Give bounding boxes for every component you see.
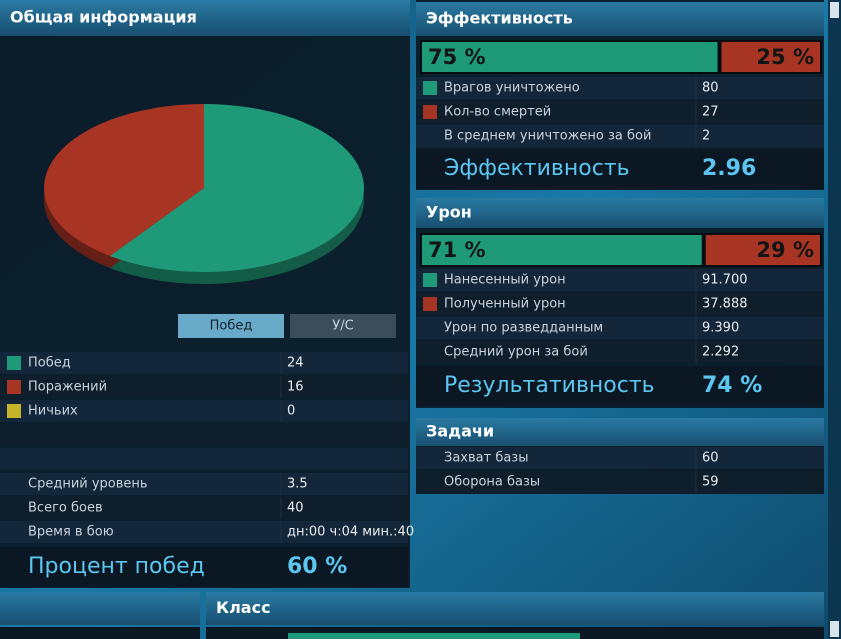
scrollbar[interactable] xyxy=(828,0,841,639)
row-value: 37.888 xyxy=(702,297,748,312)
panel-header xyxy=(0,0,410,36)
legend-swatch xyxy=(423,105,437,119)
panel-title: Класс xyxy=(216,598,271,617)
progress-strip xyxy=(288,633,580,639)
row-label: Побед xyxy=(28,356,71,371)
percent-bar xyxy=(422,235,702,265)
scroll-down[interactable] xyxy=(830,621,839,637)
pie-slice xyxy=(44,104,204,256)
panel-title: Урон xyxy=(426,203,472,222)
tab-label: У/С xyxy=(332,319,353,334)
panel-title: Задачи xyxy=(426,422,494,441)
row-label: Всего боев xyxy=(28,501,103,516)
summary-label: Эффективность xyxy=(444,156,630,181)
percent-label: 25 % xyxy=(756,45,814,69)
summary-bg xyxy=(416,149,824,189)
panel xyxy=(0,627,200,639)
summary-value: 2.96 xyxy=(702,156,756,181)
row-bg xyxy=(416,341,824,363)
tab-label: Побед xyxy=(210,319,253,334)
row-label: В среднем уничтожено за бой xyxy=(444,129,651,144)
row-bg xyxy=(416,317,824,339)
row-label: Врагов уничтожено xyxy=(444,81,580,96)
row-bg xyxy=(416,101,824,123)
row-label: Урон по разведданным xyxy=(444,321,603,336)
row-label: Время в бою xyxy=(28,525,114,540)
panel-header xyxy=(206,592,824,625)
legend-swatch xyxy=(423,81,437,95)
row-label: Средний урон за бой xyxy=(444,345,588,360)
row-value: дн:00 ч:04 мин.:40 xyxy=(287,525,414,540)
row-value: 0 xyxy=(287,404,295,419)
row-bg xyxy=(0,448,408,470)
legend-swatch xyxy=(7,404,21,418)
row-bg xyxy=(0,497,408,519)
row-value: 91.700 xyxy=(702,273,748,288)
panel-title: Общая информация xyxy=(10,8,197,27)
row-value: 27 xyxy=(702,105,719,120)
percent-bar xyxy=(422,42,718,72)
row-value: 2 xyxy=(702,129,710,144)
tab[interactable] xyxy=(290,314,396,338)
row-value: 60 xyxy=(702,451,719,466)
row-bg xyxy=(416,293,824,315)
row-bg xyxy=(0,473,408,495)
row-label: Захват базы xyxy=(444,451,529,466)
row-bg xyxy=(416,471,824,493)
panel-header xyxy=(416,198,824,228)
summary-value: 74 % xyxy=(702,373,762,398)
percent-label: 75 % xyxy=(428,45,486,69)
pie-slice xyxy=(109,104,365,272)
row-bg xyxy=(416,269,824,291)
legend-swatch xyxy=(423,273,437,287)
percent-label: 71 % xyxy=(428,238,486,262)
row-value: 9.390 xyxy=(702,321,739,336)
row-value: 2.292 xyxy=(702,345,739,360)
summary-label: Процент побед xyxy=(28,554,205,579)
row-label: Полученный урон xyxy=(444,297,566,312)
summary-label: Результативность xyxy=(444,373,655,398)
summary-bg xyxy=(416,366,824,406)
legend-swatch xyxy=(7,380,21,394)
row-bg xyxy=(416,447,824,469)
panel-title: Эффективность xyxy=(426,9,573,28)
row-label: Кол-во смертей xyxy=(444,105,551,120)
row-value: 59 xyxy=(702,475,719,490)
row-value: 3.5 xyxy=(287,477,308,492)
legend-swatch xyxy=(7,356,21,370)
panel-header xyxy=(416,2,824,36)
row-bg xyxy=(416,77,824,99)
tab[interactable] xyxy=(178,314,284,338)
scroll-up[interactable] xyxy=(830,2,839,18)
summary-value: 60 % xyxy=(287,554,347,579)
row-value: 80 xyxy=(702,81,719,96)
summary-bg xyxy=(0,547,408,587)
percent-bar xyxy=(705,235,820,265)
row-value: 16 xyxy=(287,380,304,395)
percent-label: 29 % xyxy=(756,238,814,262)
row-label: Оборона базы xyxy=(444,475,540,490)
row-label: Поражений xyxy=(28,380,107,395)
row-label: Нанесенный урон xyxy=(444,273,566,288)
row-bg xyxy=(0,521,408,543)
panel-header xyxy=(0,592,200,625)
row-bg xyxy=(0,376,408,398)
row-bg xyxy=(416,125,824,147)
legend-swatch xyxy=(423,297,437,311)
panel-header xyxy=(416,418,824,446)
row-bg xyxy=(0,352,408,374)
percent-bar xyxy=(721,42,820,72)
row-value: 40 xyxy=(287,501,304,516)
row-bg xyxy=(0,400,408,422)
row-bg xyxy=(0,424,408,446)
row-label: Ничьих xyxy=(28,404,78,419)
row-label: Средний уровень xyxy=(28,477,148,492)
row-value: 24 xyxy=(287,356,304,371)
